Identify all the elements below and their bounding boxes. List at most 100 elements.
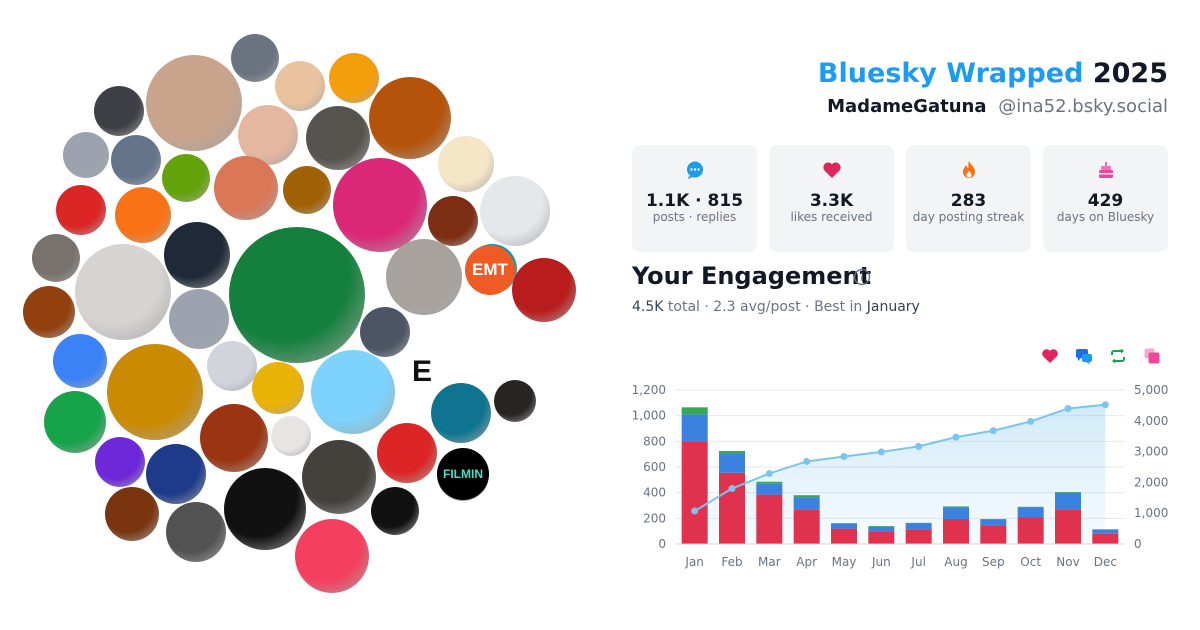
likes-toggle-icon[interactable] (1041, 347, 1059, 365)
avatar[interactable] (23, 286, 75, 338)
avatar-filmin-logo[interactable]: FILMIN (437, 448, 489, 500)
bar-segment (1055, 509, 1081, 544)
cumulative-point (691, 507, 699, 515)
avatar[interactable] (75, 244, 171, 340)
bar-segment (756, 481, 783, 484)
avatar[interactable] (377, 423, 437, 483)
avatar[interactable] (166, 502, 226, 562)
page-title: Bluesky Wrapped 2025 (818, 58, 1168, 89)
stat-card-likes: 3.3K likes received (769, 145, 894, 252)
avatar[interactable] (53, 334, 107, 388)
avatar[interactable] (369, 77, 451, 159)
avatar[interactable] (44, 391, 106, 453)
cumulative-point (952, 433, 960, 441)
avatar[interactable] (200, 404, 268, 472)
y-tick-label: 1,000 (632, 409, 666, 423)
bar-segment (1055, 492, 1081, 510)
avatar[interactable] (231, 34, 279, 82)
stat-label: likes received (790, 210, 873, 224)
avatar[interactable] (105, 487, 159, 541)
replies-toggle-icon[interactable] (1075, 347, 1093, 365)
avatar[interactable] (302, 440, 376, 514)
cumulative-area (694, 404, 1106, 544)
cumulative-point (915, 442, 923, 450)
avatar[interactable] (431, 383, 491, 443)
x-tick-label: Dec (1094, 555, 1117, 569)
info-icon[interactable] (853, 268, 871, 286)
engagement-total: 4.5K (632, 299, 664, 315)
x-tick-label: Jun (871, 555, 891, 569)
avatar[interactable] (107, 344, 203, 440)
profile-line: MadameGatuna @ina52.bsky.social (827, 96, 1168, 117)
avatar[interactable] (480, 176, 550, 246)
avatar[interactable] (115, 187, 171, 243)
cumulative-line (694, 403, 1106, 512)
avatar[interactable] (214, 156, 278, 220)
display-name: MadameGatuna (827, 96, 987, 117)
avatar[interactable] (111, 135, 161, 185)
x-tick-label: Apr (796, 555, 817, 569)
bar-segment (868, 531, 895, 544)
engagement-average: 2.3 avg/post (713, 299, 801, 315)
avatar[interactable] (271, 416, 311, 456)
repost-toggle-icon[interactable] (1109, 347, 1127, 365)
avatar[interactable] (306, 106, 370, 170)
avatar[interactable] (238, 105, 298, 165)
cumulative-point (989, 427, 997, 435)
bar-segment (719, 472, 745, 544)
quote-toggle-icon[interactable] (1143, 347, 1161, 365)
avatar[interactable] (360, 307, 410, 357)
avatar[interactable] (311, 350, 395, 434)
avatar[interactable] (229, 227, 365, 363)
avatar-e-logo[interactable]: E (406, 356, 438, 388)
avatar[interactable] (207, 341, 257, 391)
bar-segment (681, 414, 708, 442)
bar-segment (719, 450, 745, 454)
avatar[interactable] (333, 158, 427, 252)
avatar[interactable] (252, 362, 304, 414)
y-tick-label: 200 (643, 511, 666, 525)
avatar[interactable] (162, 154, 210, 202)
stat-label: days on Bluesky (1056, 210, 1155, 224)
avatar[interactable] (283, 166, 331, 214)
avatar[interactable] (95, 437, 145, 487)
avatar[interactable] (386, 239, 462, 315)
avatar[interactable] (224, 468, 306, 550)
stat-card-days: 429 days on Bluesky (1043, 145, 1168, 252)
x-tick-label: Jan (684, 555, 704, 569)
avatar[interactable] (56, 185, 106, 235)
x-tick-label: May (832, 555, 857, 569)
avatar[interactable] (164, 222, 230, 288)
cake-icon (1098, 162, 1113, 178)
bar-segment (681, 407, 708, 415)
avatar[interactable] (428, 196, 478, 246)
avatar[interactable] (275, 61, 325, 111)
avatar[interactable] (63, 132, 109, 178)
engagement-total-word: total (667, 299, 700, 315)
stat-value: 1.1K · 815 (645, 191, 744, 211)
avatar[interactable] (512, 258, 576, 322)
bar-segment (1055, 492, 1081, 493)
avatar[interactable] (329, 53, 379, 103)
avatar[interactable] (438, 136, 494, 192)
heart-icon (822, 162, 841, 178)
y2-tick-label: 4,000 (1134, 414, 1168, 428)
bar-segment (793, 495, 820, 498)
avatar[interactable] (146, 444, 206, 504)
y-tick-label: 600 (643, 460, 666, 474)
y-tick-label: 400 (643, 486, 666, 500)
avatar[interactable] (146, 55, 242, 151)
avatar[interactable] (295, 519, 369, 593)
avatar-emt-logo[interactable]: EMT (465, 245, 515, 295)
avatar[interactable] (169, 289, 229, 349)
stat-card-posts: 1.1K · 815 posts · replies (632, 145, 757, 252)
bar-segment (980, 519, 1007, 526)
bar-segment (905, 523, 932, 530)
avatar[interactable] (94, 86, 144, 136)
bar-segment (905, 529, 932, 544)
avatar[interactable] (494, 380, 536, 422)
y2-tick-label: 0 (1134, 537, 1142, 551)
avatar[interactable] (371, 487, 419, 535)
x-tick-label: Feb (721, 555, 742, 569)
avatar[interactable] (32, 234, 80, 282)
